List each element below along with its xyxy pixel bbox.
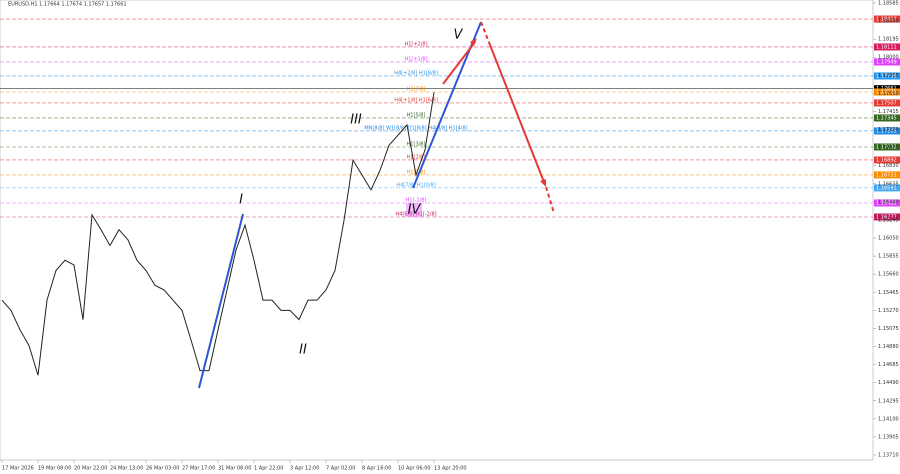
y-tick-label: 1.14490 [878, 380, 899, 386]
highlight [406, 203, 422, 217]
level-price: 1.17625 [876, 90, 897, 96]
level-label: H1[2/8] [407, 154, 426, 160]
forecast-arrow [442, 41, 476, 85]
wave-label: V [454, 28, 464, 43]
wave-label: I [239, 193, 243, 208]
y-tick-label: 1.15855 [878, 254, 899, 260]
level-price: 1.16591 [876, 185, 897, 191]
y-tick-label: 1.16245 [878, 217, 899, 223]
y-tick-label: 1.15075 [878, 326, 899, 332]
level-label: H1[+1/8] [404, 56, 427, 62]
level-price-box [874, 15, 900, 23]
level-price-box [874, 88, 900, 96]
level-price-box [874, 199, 900, 207]
level-price: 1.16428 [876, 200, 897, 206]
level-price-box [874, 127, 900, 135]
y-tick-label: 1.17025 [878, 145, 899, 151]
levels: 1.18412 1.18111 H1[+2/8] 1.17949 H1[+1/8] 1.1… [0, 15, 900, 221]
forecast-arrow [545, 186, 555, 214]
level-label: H1[3/8] [407, 141, 426, 147]
y-tick-label: 1.14100 [878, 416, 899, 422]
level-price: 1.16892 [876, 157, 897, 163]
y-tick-label: 1.17415 [878, 109, 899, 115]
x-tick-label: 19 Mar 08:00 [38, 466, 71, 472]
y-tick-label: 1.14685 [878, 362, 899, 368]
plot-area [0, 0, 874, 461]
level-price-box [874, 99, 900, 107]
level-price-box [874, 213, 900, 221]
level-price: 1.17205 [876, 128, 897, 134]
level-price-box [874, 184, 900, 192]
level-price: 1.16731 [876, 172, 897, 178]
x-tick-label: 27 Mar 17:00 [182, 466, 215, 472]
y-tick-label: 1.14295 [878, 398, 899, 404]
level-price: 1.17345 [876, 115, 897, 121]
chart-title: EURUSD,H1 1.17664 1.17674 1.17657 1.1766… [8, 2, 127, 8]
level-label: H4[6/8] H1[-2/8] [395, 211, 436, 217]
y-tick-label: 1.18585 [878, 1, 899, 7]
level-price: 1.18412 [876, 17, 897, 23]
y-tick-label: 1.17805 [878, 73, 899, 79]
wave-line [198, 213, 244, 389]
x-tick-label: 26 Mar 03:00 [146, 466, 179, 472]
forecast-arrow [489, 44, 545, 183]
wave-label: III [350, 113, 362, 128]
level-price-box [874, 58, 900, 66]
level-price-box [874, 156, 900, 164]
x-tick-label: 17 Mar 2026 [2, 466, 34, 472]
y-tick-label: 1.13905 [878, 434, 899, 440]
level-label: H1[5/8] [407, 112, 426, 118]
level-price: 1.17798 [876, 73, 897, 79]
x-tick-label: 31 Mar 08:00 [218, 466, 251, 472]
x-tick-label: 24 Mar 13:00 [110, 466, 143, 472]
x-tick-label: 7 Apr 02:00 [326, 466, 355, 472]
wave-label: IV [408, 203, 422, 218]
y-tick-label: 1.17220 [878, 127, 899, 133]
x-tick-label: 20 Mar 22:00 [74, 466, 107, 472]
y-tick-label: 1.18390 [878, 19, 899, 25]
level-label: H4[+2/8] H1[8/8] [394, 70, 438, 76]
level-price-box [874, 72, 900, 80]
wave-label: II [299, 343, 307, 358]
level-price: 1.17949 [876, 59, 897, 65]
x-tick-label: 3 Apr 12:00 [290, 466, 319, 472]
x-tick-label: 10 Apr 06:00 [398, 466, 431, 472]
x-tick-label: 13 Apr 20:00 [434, 466, 467, 472]
x-tick-label: 8 Apr 16:00 [362, 466, 391, 472]
x-tick-label: 1 Apr 22:00 [254, 466, 283, 472]
y-tick-label: 1.14880 [878, 344, 899, 350]
arrow-head [540, 179, 546, 187]
level-price: 1.18111 [876, 44, 897, 50]
y-tick-label: 1.13710 [878, 453, 899, 459]
wave-drawings [198, 21, 555, 389]
level-label: H4[+1/8] H1[6/8] [394, 97, 438, 103]
y-tick-label: 1.16635 [878, 181, 899, 187]
y-tick-label: 1.16440 [878, 199, 899, 205]
level-label: MN[8/8] W1[8/8] D1[8/8] H4[8/8] H1[4/8] [364, 125, 467, 131]
level-label: H1[7/8] [407, 87, 426, 93]
level-label: H1[+2/8] [404, 41, 427, 47]
level-price-box [874, 43, 900, 51]
level-label: H4[7/8] H1[0/8] [396, 182, 435, 188]
level-price: 1.16277 [876, 214, 897, 220]
y-tick-label: 1.16050 [878, 236, 899, 242]
arrow-head [470, 38, 477, 46]
y-tick-label: 1.15270 [878, 308, 899, 314]
level-price-box [874, 171, 900, 179]
price-line [1, 92, 435, 376]
level-label: H1[-1/8] [406, 197, 427, 203]
y-tick-label: 1.18195 [878, 37, 899, 43]
y-tick-label: 1.15465 [878, 290, 899, 296]
level-price: 1.17032 [876, 144, 897, 150]
y-tick-label: 1.15660 [878, 272, 899, 278]
y-tick-label: 1.17610 [878, 91, 899, 97]
level-price-box [874, 114, 900, 122]
level-price-box [874, 143, 900, 151]
level-price: 1.17507 [876, 100, 897, 106]
y-tick-label: 1.18000 [878, 55, 899, 61]
y-tick-label: 1.16830 [878, 163, 899, 169]
